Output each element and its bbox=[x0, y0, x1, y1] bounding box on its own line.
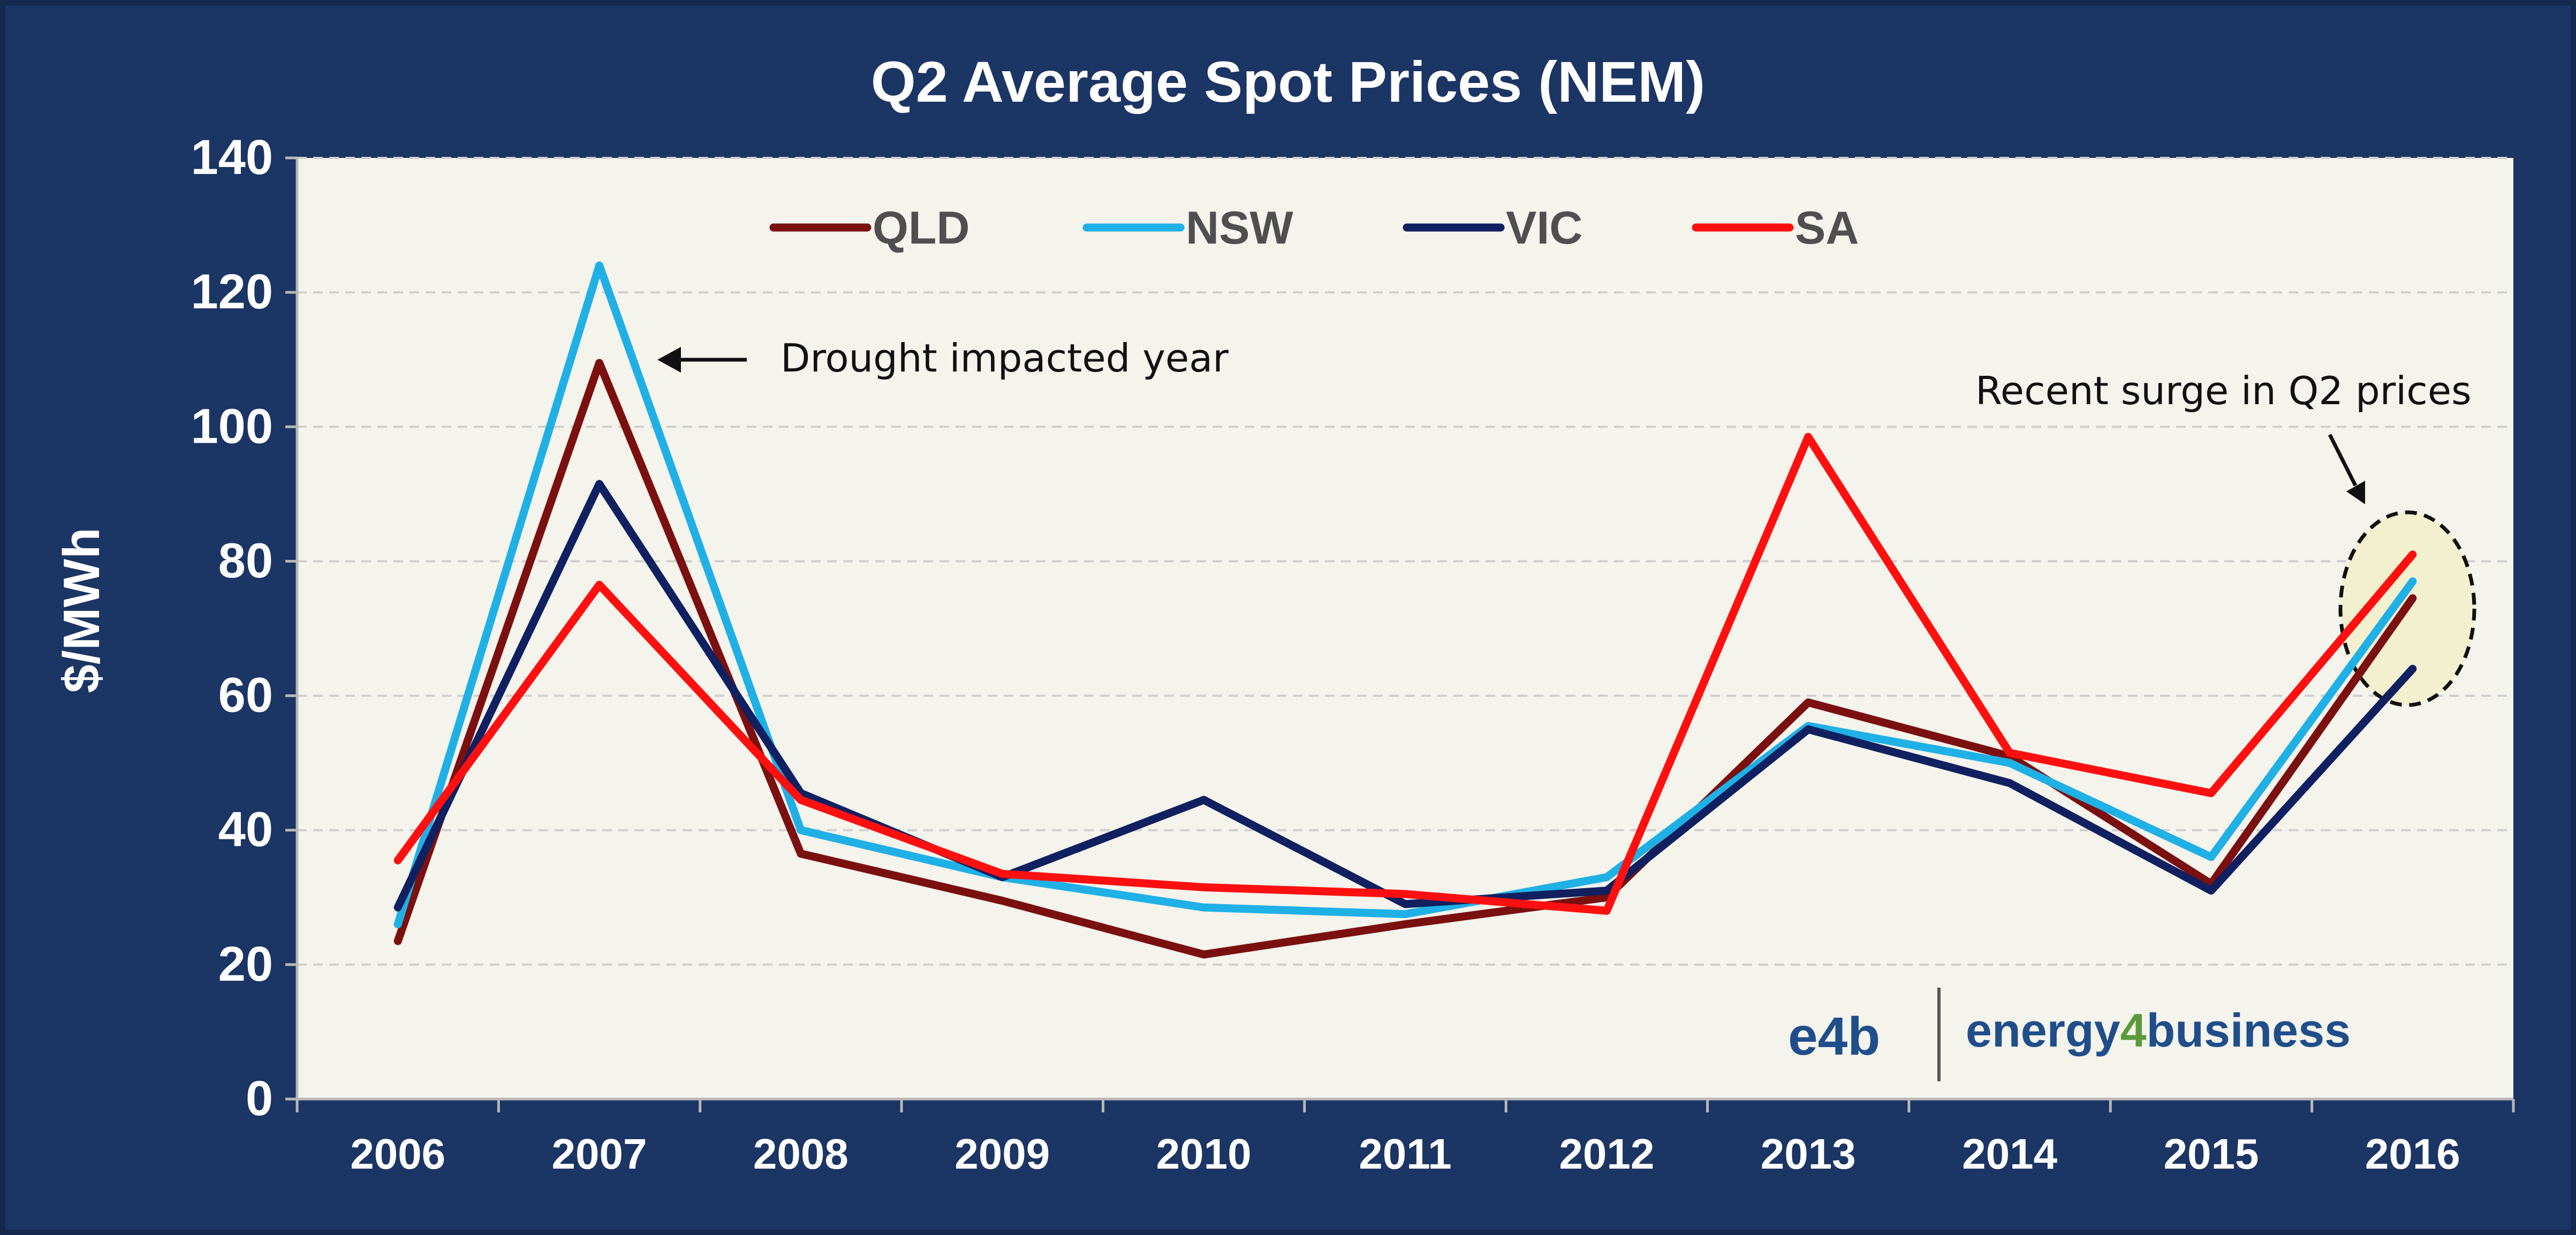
y-tick-label: 80 bbox=[218, 533, 273, 588]
y-tick-labels: 0 20 40 60 80 100 120 140 bbox=[191, 130, 274, 1126]
y-tick-label: 60 bbox=[218, 668, 273, 723]
x-tick-label: 2007 bbox=[552, 1130, 647, 1178]
series-line-nsw bbox=[393, 261, 2417, 929]
series-line-sa bbox=[393, 433, 2417, 915]
legend-label-nsw: NSW bbox=[1186, 202, 1293, 254]
surge-arrow-icon bbox=[2346, 481, 2365, 504]
x-tick-label: 2011 bbox=[1359, 1130, 1452, 1178]
drought-arrow-icon bbox=[657, 347, 681, 373]
legend: QLD NSW VIC SA bbox=[769, 202, 1859, 254]
legend-label-sa: SA bbox=[1795, 202, 1859, 254]
logo-e4b-mark: e4b bbox=[1788, 1006, 1880, 1066]
series-line-vic bbox=[393, 480, 2417, 912]
logo-word-four: 4 bbox=[2120, 1004, 2147, 1057]
drought-annotation: Drought impacted year bbox=[657, 336, 1229, 381]
y-axis-title: $/MWh bbox=[53, 527, 110, 693]
surge-annotation-text: Recent surge in Q2 prices bbox=[1975, 368, 2472, 413]
logo-wordmark: energy4business bbox=[1966, 1004, 2351, 1057]
legend-label-vic: VIC bbox=[1506, 202, 1582, 254]
y-tick-label: 100 bbox=[191, 399, 274, 453]
series-lines bbox=[393, 261, 2417, 959]
x-tick-label: 2015 bbox=[2163, 1130, 2259, 1178]
y-tick-label: 140 bbox=[191, 130, 274, 185]
y-tick-label: 20 bbox=[218, 937, 273, 991]
energy4business-logo: e4b energy4business bbox=[1788, 988, 2351, 1081]
y-tick-label: 40 bbox=[218, 802, 273, 857]
logo-word-business: business bbox=[2147, 1004, 2351, 1057]
x-tick-labels: 2006 2007 2008 2009 2010 2011 2012 2013 2014 2015… bbox=[350, 1130, 2460, 1178]
y-tick-label: 0 bbox=[246, 1071, 273, 1126]
x-tick-label: 2013 bbox=[1761, 1130, 1856, 1178]
axes bbox=[285, 156, 2515, 1112]
legend-label-qld: QLD bbox=[873, 202, 970, 254]
chart-title: Q2 Average Spot Prices (NEM) bbox=[871, 49, 1705, 114]
y-tick-label: 120 bbox=[191, 264, 274, 319]
x-tick-label: 2014 bbox=[1962, 1130, 2057, 1178]
drought-annotation-text: Drought impacted year bbox=[781, 336, 1229, 381]
x-tick-label: 2016 bbox=[2365, 1130, 2460, 1178]
surge-arrow-shaft bbox=[2328, 434, 2358, 487]
x-tick-label: 2009 bbox=[954, 1130, 1050, 1178]
gridlines bbox=[297, 157, 2513, 966]
surge-annotation: Recent surge in Q2 prices bbox=[1975, 368, 2472, 504]
logo-word-energy: energy bbox=[1966, 1004, 2120, 1057]
x-tick-label: 2008 bbox=[753, 1130, 848, 1178]
x-tick-label: 2010 bbox=[1156, 1130, 1252, 1178]
x-tick-label: 2012 bbox=[1559, 1130, 1654, 1178]
x-tick-label: 2006 bbox=[350, 1130, 445, 1178]
plot-area bbox=[297, 158, 2513, 1099]
